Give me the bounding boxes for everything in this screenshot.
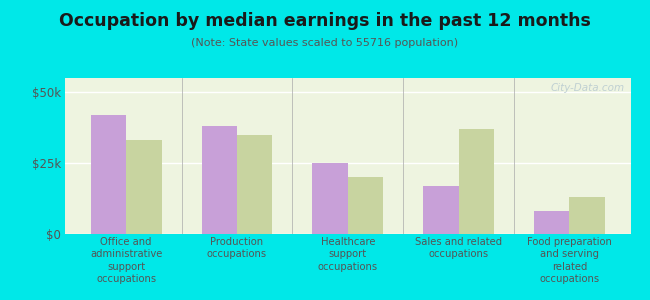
Bar	[91, 115, 126, 234]
Text: City-Data.com: City-Data.com	[551, 83, 625, 93]
Bar	[569, 197, 604, 234]
Bar	[312, 163, 348, 234]
Bar	[458, 129, 494, 234]
Text: (Note: State values scaled to 55716 population): (Note: State values scaled to 55716 popu…	[192, 38, 458, 47]
Bar	[202, 126, 237, 234]
Bar	[237, 135, 272, 234]
Bar	[348, 177, 383, 234]
Bar	[126, 140, 162, 234]
Text: Occupation by median earnings in the past 12 months: Occupation by median earnings in the pas…	[59, 12, 591, 30]
Bar	[423, 186, 458, 234]
Bar	[534, 211, 569, 234]
